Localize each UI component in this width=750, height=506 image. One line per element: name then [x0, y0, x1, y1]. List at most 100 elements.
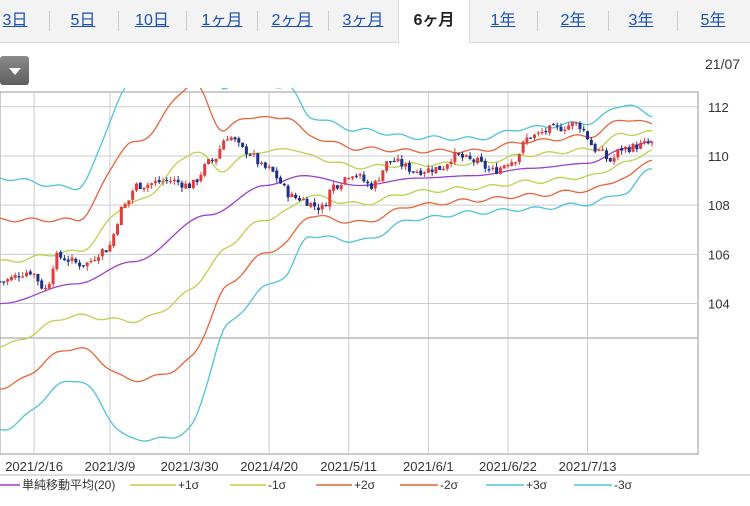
candle-down	[551, 124, 555, 126]
candle-up	[415, 171, 419, 173]
candle-down	[460, 154, 464, 158]
x-tick-label: 2021/6/1	[403, 459, 454, 474]
candle-down	[407, 163, 411, 172]
candle-up	[89, 260, 93, 263]
candle-down	[237, 138, 241, 143]
candle-up	[222, 140, 226, 150]
candle-down	[81, 265, 85, 267]
candle-up	[426, 168, 430, 173]
candle-down	[180, 182, 184, 188]
candle-up	[521, 141, 525, 153]
y-axis-tick-labels: 104 106 108 110 112	[708, 100, 730, 312]
candle-down	[635, 144, 639, 150]
candle-down	[233, 137, 237, 140]
candle-down	[369, 183, 373, 189]
candle-up	[169, 181, 173, 183]
chart-options-dropdown-button[interactable]	[0, 56, 29, 85]
candle-up	[385, 161, 389, 171]
candle-down	[286, 185, 290, 198]
candle-up	[548, 125, 552, 133]
tab-3-months[interactable]: 3ヶ月	[342, 12, 384, 29]
candle-up	[301, 198, 305, 201]
candle-up	[601, 149, 605, 151]
candle-up	[25, 272, 29, 277]
candle-down	[608, 158, 612, 162]
candle-up	[119, 206, 123, 226]
candle-up	[218, 148, 222, 159]
candle-down	[324, 205, 328, 207]
candle-up	[506, 164, 510, 167]
candle-down	[544, 131, 548, 133]
candle-down	[74, 258, 78, 263]
candle-down	[275, 170, 279, 179]
candle-up	[260, 162, 264, 164]
candle-down	[0, 281, 2, 283]
candle-up	[404, 163, 408, 167]
candle-up	[612, 157, 616, 162]
y-tick-label: 108	[708, 198, 730, 213]
candle-down	[244, 146, 248, 155]
candle-up	[574, 122, 578, 124]
candle-up	[514, 162, 518, 164]
candle-up	[100, 249, 104, 257]
candle-up	[127, 200, 131, 205]
legend-label: 単純移動平均(20)	[22, 478, 115, 492]
tab-2-years[interactable]: 2年	[560, 12, 586, 29]
tab-1-month[interactable]: 1ヶ月	[201, 12, 243, 29]
candle-up	[191, 179, 195, 189]
candle-down	[620, 148, 624, 151]
y-tick-label: 106	[708, 247, 730, 262]
candle-up	[373, 180, 377, 189]
candle-up	[309, 202, 313, 207]
tab-separator	[186, 11, 187, 31]
candle-up	[567, 125, 571, 130]
candle-down	[241, 142, 245, 148]
candle-up	[597, 149, 601, 151]
candle-up	[21, 276, 25, 278]
tab-6-months[interactable]: 6ヶ月	[398, 0, 470, 43]
sma-line	[0, 140, 653, 305]
candle-up	[358, 174, 362, 176]
tab-2-months[interactable]: 2ヶ月	[271, 12, 313, 29]
candle-up	[320, 204, 324, 210]
candle-down	[400, 159, 404, 167]
candle-up	[203, 164, 207, 176]
candle-up	[498, 167, 502, 174]
candle-up	[267, 166, 271, 168]
candle-up	[43, 287, 47, 290]
candle-down	[392, 160, 396, 163]
tab-3-days[interactable]: 3日	[2, 12, 28, 29]
tab-separator	[118, 11, 119, 31]
candle-down	[294, 194, 298, 199]
candle-up	[631, 143, 635, 152]
bollinger-bands	[0, 88, 653, 442]
candle-down	[316, 207, 320, 210]
candle-up	[6, 279, 10, 282]
x-tick-label: 2021/3/30	[161, 459, 219, 474]
candle-up	[13, 275, 17, 278]
tab-1-year[interactable]: 1年	[490, 12, 516, 29]
candle-up	[445, 164, 449, 169]
candle-down	[66, 259, 70, 262]
candle-up	[563, 129, 567, 131]
minus1-sigma-line	[0, 149, 653, 348]
tab-3-years[interactable]: 3年	[628, 12, 654, 29]
x-tick-label: 2021/4/20	[240, 459, 298, 474]
candle-up	[229, 137, 233, 141]
candle-up	[476, 157, 480, 164]
candle-up	[252, 153, 256, 155]
candle-down	[195, 179, 199, 183]
candle-up	[351, 176, 355, 179]
candle-down	[176, 179, 180, 183]
candle-down	[2, 281, 6, 283]
candle-up	[9, 277, 13, 281]
candle-down	[17, 276, 21, 278]
candle-down	[282, 183, 286, 186]
candle-up	[225, 139, 229, 141]
tab-5-days[interactable]: 5日	[70, 12, 96, 29]
x-axis-tick-labels: 2021/2/16 2021/3/9 2021/3/30 2021/4/20 2021/…	[5, 459, 616, 474]
tab-5-years[interactable]: 5年	[700, 12, 726, 29]
candle-down	[271, 166, 275, 172]
tab-10-days[interactable]: 10日	[135, 12, 169, 29]
plus2-sigma-line	[0, 88, 653, 223]
